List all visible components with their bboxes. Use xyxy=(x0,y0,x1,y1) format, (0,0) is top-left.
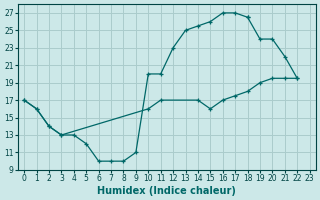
X-axis label: Humidex (Indice chaleur): Humidex (Indice chaleur) xyxy=(98,186,236,196)
